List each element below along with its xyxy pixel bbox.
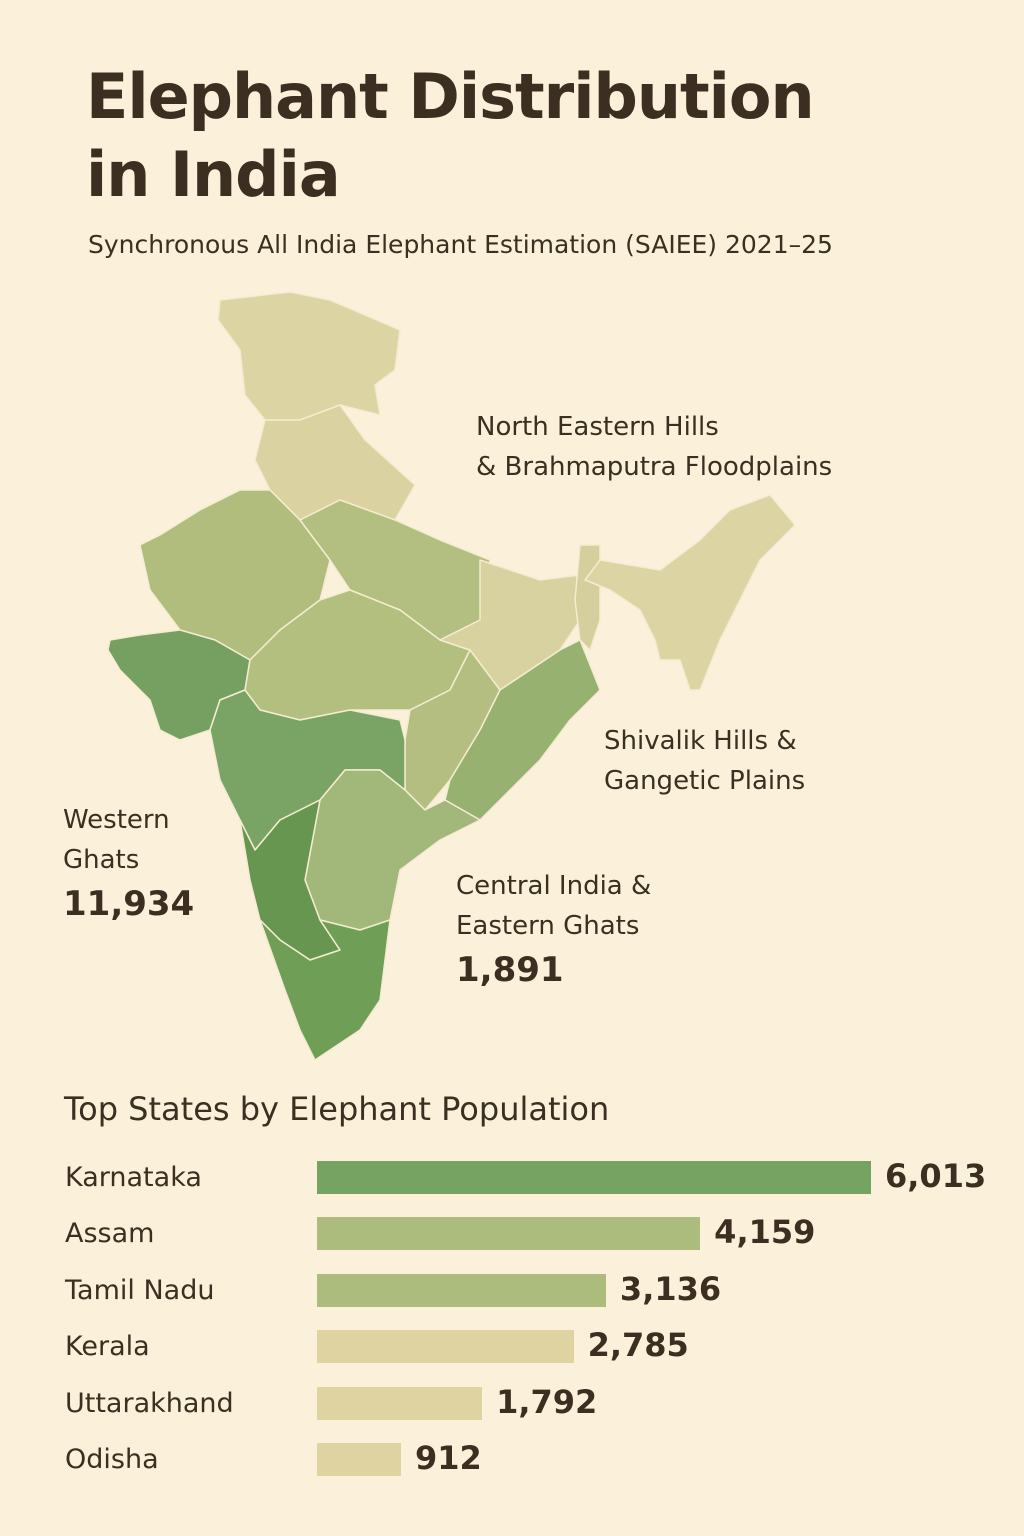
bar-value-label: 1,792 <box>496 1382 598 1421</box>
label-central-india: Central India & Eastern Ghats 1,891 <box>456 866 651 994</box>
region-jammu-kashmir <box>217 291 401 421</box>
region-name: Gangetic Plains <box>604 766 806 796</box>
region-north-east <box>584 494 796 691</box>
region-name: & Brahmaputra Floodplains <box>476 452 833 482</box>
region-kerala-tamil-nadu <box>259 919 391 1061</box>
bar-value-label: 3,136 <box>619 1269 722 1308</box>
subtitle: Synchronous All India Elephant Estimatio… <box>88 230 833 259</box>
bar-category-label: Assam <box>65 1218 155 1250</box>
region-name: Shivalik Hills & <box>604 726 797 756</box>
chart-title: Top States by Elephant Population <box>64 1090 610 1128</box>
region-odisha <box>444 639 601 821</box>
region-name: Central India & <box>456 871 652 901</box>
title-line-2: in India <box>86 138 341 211</box>
bar <box>317 1443 402 1476</box>
region-west-bengal <box>574 544 601 651</box>
bar-value-label: 4,159 <box>714 1213 816 1252</box>
region-name: North Eastern Hills <box>476 412 719 442</box>
label-north-eastern-hills: North Eastern Hills & Brahmaputra Floodp… <box>476 407 832 487</box>
bar-category-label: Odisha <box>65 1444 159 1475</box>
label-western-ghats: Western Ghats 11,934 <box>63 800 194 928</box>
region-count: 1,891 <box>456 950 564 990</box>
bar <box>317 1386 483 1420</box>
bar <box>317 1217 701 1251</box>
region-name: Ghats <box>63 845 140 875</box>
bar-category-label: Uttarakhand <box>65 1387 234 1419</box>
bar-value-label: 912 <box>415 1439 482 1477</box>
region-count: 11,934 <box>63 884 195 924</box>
bar-value-label: 6,013 <box>885 1157 987 1195</box>
india-map <box>107 291 796 1061</box>
bar-value-label: 2,785 <box>587 1326 689 1365</box>
region-name: Western <box>63 805 170 835</box>
label-shivalik-hills: Shivalik Hills & Gangetic Plains <box>604 721 805 801</box>
bar-category-label: Kerala <box>65 1331 150 1363</box>
bar <box>317 1161 871 1194</box>
bar-category-label: Karnataka <box>65 1162 202 1193</box>
page-title: Elephant Distribution in India <box>86 58 886 214</box>
bar <box>317 1273 606 1307</box>
title-line-1: Elephant Distribution <box>86 60 815 133</box>
bar-category-label: Tamil Nadu <box>65 1274 215 1306</box>
bar <box>317 1330 574 1364</box>
region-name: Eastern Ghats <box>456 911 640 941</box>
